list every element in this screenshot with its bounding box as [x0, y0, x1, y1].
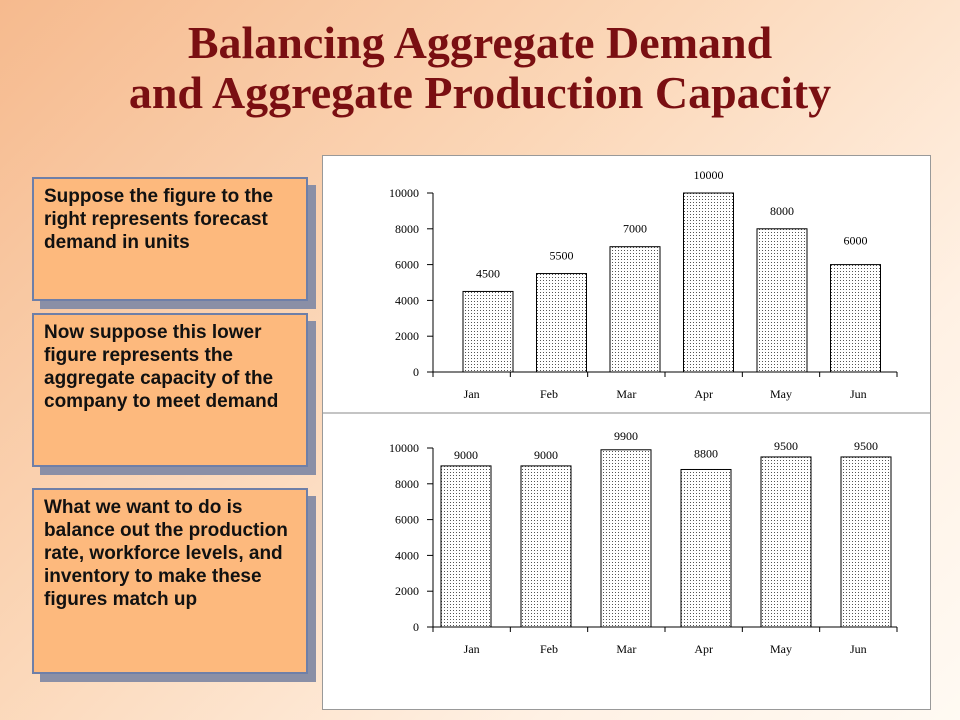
y-tick-label: 8000 — [395, 477, 419, 491]
textbox-demand-note: Suppose the figure to the right represen… — [32, 177, 308, 301]
textbox-balance-text: What we want to do is balance out the pr… — [44, 497, 288, 610]
x-category-label: Feb — [540, 387, 558, 401]
bar-jun — [830, 264, 881, 373]
textbox-balance-note: What we want to do is balance out the pr… — [32, 488, 308, 674]
charts-panel: 0 2000 4000 6000 8000 10000 4500 Jan 5500 Feb 7000… — [322, 155, 931, 710]
y-tick-label: 6000 — [395, 258, 419, 272]
bar-may — [760, 456, 812, 628]
y-tick-label: 10000 — [389, 441, 419, 455]
demand-chart: 0 2000 4000 6000 8000 10000 4500 Jan 5500 Feb 7000… — [389, 168, 898, 401]
x-category-label: Apr — [694, 387, 713, 401]
bar-apr — [680, 468, 732, 628]
bar-value-label: 4500 — [476, 266, 500, 280]
x-category-label: May — [770, 387, 792, 401]
x-category-label: Apr — [694, 642, 713, 656]
charts-svg: 0 2000 4000 6000 8000 10000 4500 Jan 5500 Feb 7000… — [323, 168, 930, 656]
bar-apr — [683, 192, 734, 373]
bar-value-label: 7000 — [623, 222, 647, 236]
title-line-1: Balancing Aggregate Demand — [187, 17, 773, 68]
bar-mar — [600, 449, 652, 628]
bar-mar — [609, 246, 661, 373]
bar-value-label: 9500 — [774, 439, 798, 453]
title-line-2: and Aggregate Production Capacity — [128, 67, 832, 118]
bar-value-label: 8800 — [694, 446, 718, 460]
y-tick-label: 0 — [413, 365, 419, 379]
x-category-label: Jun — [850, 387, 867, 401]
textbox-capacity-text: Now suppose this lower figure represents… — [44, 322, 279, 412]
bar-feb — [536, 273, 587, 373]
bar-feb — [520, 465, 572, 628]
capacity-chart: 0 2000 4000 6000 8000 10000 9000 Jan 9000 Feb 9900… — [389, 429, 898, 656]
bar-jan — [462, 290, 514, 373]
bar-value-label: 9000 — [454, 448, 478, 462]
bar-value-label: 9500 — [854, 439, 878, 453]
bar-value-label: 9000 — [534, 448, 558, 462]
textbox-demand-text: Suppose the figure to the right represen… — [44, 186, 274, 253]
bar-value-label: 8000 — [770, 204, 794, 218]
y-tick-label: 4000 — [395, 548, 419, 562]
bar-may — [756, 228, 808, 373]
bar-value-label: 5500 — [550, 249, 574, 263]
bar-value-label: 9900 — [614, 429, 638, 443]
slide-title: Balancing Aggregate Demand and Aggregate… — [0, 18, 960, 118]
x-category-label: Mar — [616, 642, 636, 656]
bar-jan — [440, 465, 492, 628]
bar-value-label: 10000 — [694, 168, 724, 182]
x-category-label: Mar — [616, 387, 636, 401]
x-category-label: Jan — [464, 387, 480, 401]
y-tick-label: 2000 — [395, 584, 419, 598]
x-category-label: Jan — [464, 642, 480, 656]
x-category-label: Feb — [540, 642, 558, 656]
bar-value-label: 6000 — [844, 234, 868, 248]
textbox-capacity-note: Now suppose this lower figure represents… — [32, 313, 308, 467]
y-tick-label: 8000 — [395, 222, 419, 236]
bar-jun — [840, 456, 892, 628]
y-tick-label: 4000 — [395, 293, 419, 307]
x-category-label: May — [770, 642, 792, 656]
x-category-label: Jun — [850, 642, 867, 656]
y-tick-label: 0 — [413, 620, 419, 634]
y-tick-label: 2000 — [395, 329, 419, 343]
y-tick-label: 10000 — [389, 186, 419, 200]
y-tick-label: 6000 — [395, 513, 419, 527]
